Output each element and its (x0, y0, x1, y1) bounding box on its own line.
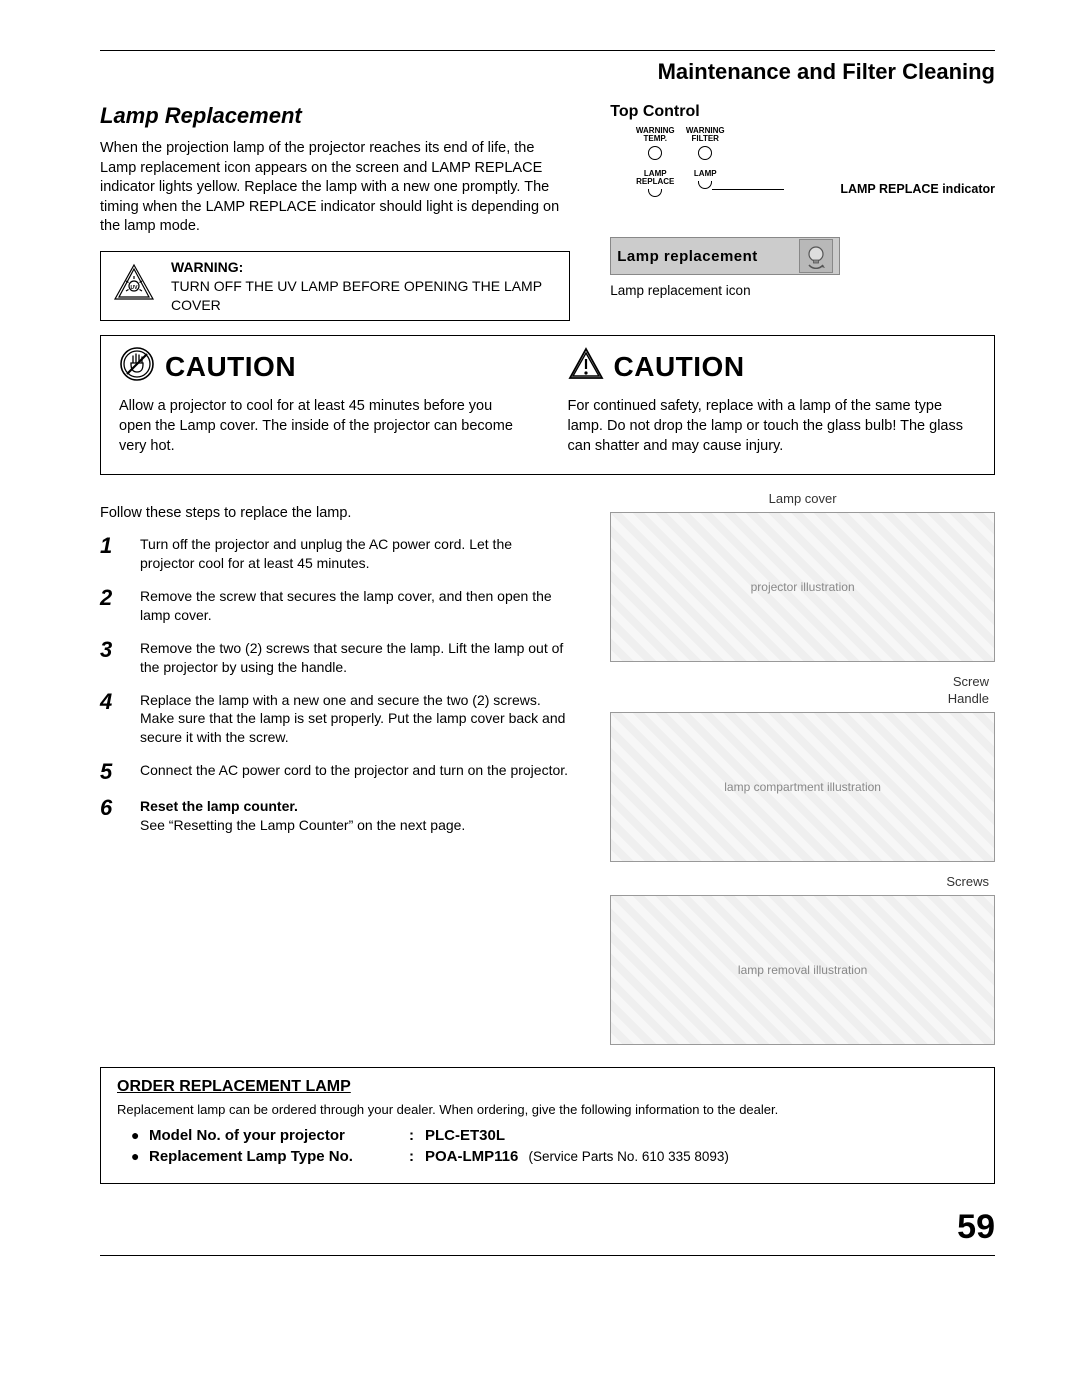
diagram-label-handle: Handle (610, 691, 995, 706)
step-text: Connect the AC power cord to the project… (140, 761, 570, 780)
top-control-heading: Top Control (610, 103, 995, 121)
header-title: Maintenance and Filter Cleaning (100, 59, 995, 85)
lamp-replacement-osd: Lamp replacement (610, 237, 840, 275)
lamp-replace-indicator-label: LAMP REPLACE indicator (840, 182, 995, 197)
indicator-panel: WARNING TEMP. WARNING FILTER LAMP REPLAC… (610, 127, 995, 237)
order-replacement-box: ORDER REPLACEMENT LAMP Replacement lamp … (100, 1067, 995, 1184)
step-number: 3 (100, 639, 122, 661)
indicator-warning-filter: WARNING FILTER (680, 127, 730, 166)
order-label: Replacement Lamp Type No. (149, 1148, 409, 1165)
caution-left-text: Allow a projector to cool for at least 4… (119, 397, 528, 456)
follow-text: Follow these steps to replace the lamp. (100, 505, 570, 521)
left-column: Lamp Replacement When the projection lam… (100, 103, 570, 321)
led-icon (648, 189, 662, 197)
order-colon: : (409, 1148, 425, 1165)
no-touch-icon (119, 346, 155, 387)
step-row: 4 Replace the lamp with a new one and se… (100, 691, 570, 748)
bulb-icon (799, 239, 833, 273)
step-number: 5 (100, 761, 122, 783)
led-icon (648, 146, 662, 160)
lamp-replacement-icon-caption: Lamp replacement icon (610, 283, 995, 298)
bullet-icon: ● (131, 1127, 149, 1143)
indicator-lamp: LAMP (680, 170, 730, 203)
steps-columns: Follow these steps to replace the lamp. … (100, 491, 995, 1057)
diagram-label-screw: Screw (610, 674, 995, 689)
step-text: Reset the lamp counter. See “Resetting t… (140, 797, 570, 835)
header-rule (100, 50, 995, 51)
step-row: 2 Remove the screw that secures the lamp… (100, 587, 570, 625)
step-row: 5 Connect the AC power cord to the proje… (100, 761, 570, 783)
caution-heading: CAUTION (568, 346, 977, 387)
projector-diagram-1: projector illustration (610, 512, 995, 662)
order-line: ● Model No. of your projector : PLC-ET30… (131, 1127, 978, 1144)
step-text: Remove the screw that secures the lamp c… (140, 587, 570, 625)
caution-right: CAUTION For continued safety, replace wi… (568, 346, 977, 456)
order-value: PLC-ET30L (425, 1127, 505, 1144)
warning-box: UV WARNING: TURN OFF THE UV LAMP BEFORE … (100, 251, 570, 322)
caution-heading-text: CAUTION (614, 351, 745, 383)
callout-line (712, 189, 784, 190)
led-icon (698, 146, 712, 160)
step-text: Remove the two (2) screws that secure th… (140, 639, 570, 677)
step-number: 6 (100, 797, 122, 819)
diagram-label-lamp-cover: Lamp cover (610, 491, 995, 506)
order-label: Model No. of your projector (149, 1127, 409, 1144)
step-number: 1 (100, 535, 122, 557)
steps-column: Follow these steps to replace the lamp. … (100, 491, 570, 1057)
intro-text: When the projection lamp of the projecto… (100, 139, 570, 237)
lamp-replacement-osd-text: Lamp replacement (617, 248, 787, 265)
top-columns: Lamp Replacement When the projection lam… (100, 103, 995, 321)
diagram-column: Lamp cover projector illustration Screw … (610, 491, 995, 1057)
step-text: Turn off the projector and unplug the AC… (140, 535, 570, 573)
order-subtext: Replacement lamp can be ordered through … (117, 1102, 978, 1117)
order-value: POA-LMP116 (Service Parts No. 610 335 80… (425, 1148, 729, 1165)
order-heading: ORDER REPLACEMENT LAMP (117, 1078, 978, 1096)
warning-body: TURN OFF THE UV LAMP BEFORE OPENING THE … (171, 278, 542, 313)
page-number: 59 (100, 1208, 995, 1247)
caution-left: CAUTION Allow a projector to cool for at… (119, 346, 528, 456)
diagram-label-screws: Screws (610, 874, 995, 889)
bullet-icon: ● (131, 1148, 149, 1164)
step-row: 3 Remove the two (2) screws that secure … (100, 639, 570, 677)
projector-diagram-3: lamp removal illustration (610, 895, 995, 1045)
indicator-warning-temp: WARNING TEMP. (630, 127, 680, 166)
uv-warning-icon: UV (111, 258, 157, 311)
footer-rule (100, 1255, 995, 1256)
caution-block: CAUTION Allow a projector to cool for at… (100, 335, 995, 475)
step-row: 1 Turn off the projector and unplug the … (100, 535, 570, 573)
svg-text:UV: UV (131, 285, 139, 291)
step-number: 4 (100, 691, 122, 713)
order-note: (Service Parts No. 610 335 8093) (529, 1149, 729, 1164)
indicator-lamp-replace: LAMP REPLACE (630, 170, 680, 203)
warning-triangle-icon (568, 346, 604, 387)
step-row: 6 Reset the lamp counter. See “Resetting… (100, 797, 570, 835)
step-number: 2 (100, 587, 122, 609)
caution-heading: CAUTION (119, 346, 528, 387)
caution-right-text: For continued safety, replace with a lam… (568, 397, 977, 456)
step-text: Replace the lamp with a new one and secu… (140, 691, 570, 748)
order-line: ● Replacement Lamp Type No. : POA-LMP116… (131, 1148, 978, 1165)
order-colon: : (409, 1127, 425, 1144)
right-column: Top Control WARNING TEMP. WARNING FILTER… (610, 103, 995, 321)
warning-heading: WARNING: (171, 259, 243, 275)
projector-diagram-2: lamp compartment illustration (610, 712, 995, 862)
warning-text: WARNING: TURN OFF THE UV LAMP BEFORE OPE… (171, 258, 559, 315)
led-icon (698, 181, 712, 189)
page: Maintenance and Filter Cleaning Lamp Rep… (0, 0, 1080, 1296)
section-heading: Lamp Replacement (100, 103, 570, 129)
caution-heading-text: CAUTION (165, 351, 296, 383)
indicator-grid: WARNING TEMP. WARNING FILTER LAMP REPLAC… (630, 127, 730, 203)
